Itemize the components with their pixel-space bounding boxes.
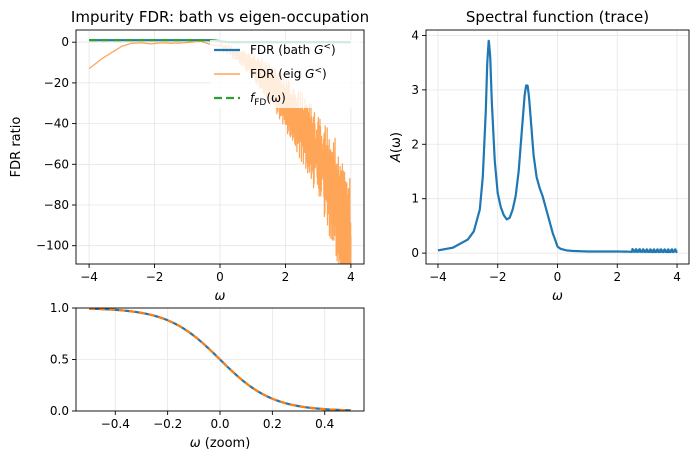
- legend: FDR (bath G<)FDR (eig G<)fFD(ω): [210, 40, 360, 108]
- x-tick-label: 0: [554, 270, 562, 284]
- legend-label-text: FDR (bath: [250, 43, 314, 57]
- legend-label-symbol: G: [305, 67, 314, 81]
- y-tick-label: 1.0: [50, 301, 69, 315]
- x-tick-label: −0.4: [101, 417, 130, 431]
- x-tick-label: −2: [489, 270, 507, 284]
- legend-label-text: FDR (eig: [250, 67, 305, 81]
- legend-label-symbol: G: [314, 43, 323, 57]
- legend-label-suffix: (ω): [266, 91, 285, 105]
- x-tick-label: −0.2: [153, 417, 182, 431]
- y-tick-label: −40: [44, 117, 69, 131]
- y-axis-label: FDR ratio: [9, 117, 24, 178]
- x-axis-label-text: (zoom): [201, 436, 251, 451]
- x-tick-label: 4: [673, 270, 681, 284]
- y-axis-label-symbol: A: [389, 153, 404, 163]
- legend-label-subscript: FD: [254, 98, 266, 108]
- y-tick-label: 0: [411, 246, 419, 260]
- zoom-panel: −0.4 −0.2 0.0 0.2 0.4 0.0 0.5 1.0 ω (zoom): [50, 301, 365, 451]
- legend-label-1: FDR (eig G<): [250, 66, 327, 81]
- x-tick-label: 0: [216, 270, 224, 284]
- x-axis-label-symbol: ω: [190, 436, 201, 451]
- y-tick-label: 4: [411, 28, 419, 42]
- y-tick-label: 0.5: [50, 353, 69, 367]
- legend-label-superscript: <: [314, 66, 322, 76]
- series-line-0: [437, 39, 678, 254]
- y-tick-label: 2: [411, 137, 419, 151]
- legend-label-suffix: ): [322, 67, 327, 81]
- legend-label-symbol: f: [250, 91, 256, 105]
- x-tick-label: 0.4: [315, 417, 334, 431]
- x-tick-label: 2: [282, 270, 290, 284]
- x-axis-label: ω (zoom): [190, 436, 251, 451]
- spectral-panel: −4 −2 0 2 4 0 1 2 3 4 Spectral function (trace) ω A(…: [389, 8, 690, 304]
- x-axis-label: ω: [552, 289, 563, 304]
- chart-title: Impurity FDR: bath vs eigen-occupation: [71, 8, 369, 26]
- x-tick-label: 4: [347, 270, 355, 284]
- y-tick-label: −20: [44, 76, 69, 90]
- x-tick-label: 2: [613, 270, 621, 284]
- x-tick-label: 0.2: [263, 417, 282, 431]
- legend-label-0: FDR (bath G<): [250, 42, 336, 57]
- y-axis-label: A(ω): [389, 132, 404, 163]
- x-tick-label: −2: [146, 270, 164, 284]
- x-tick-label: 0.0: [210, 417, 229, 431]
- legend-label-superscript: <: [323, 42, 331, 52]
- y-tick-label: 3: [411, 83, 419, 97]
- chart-title: Spectral function (trace): [466, 8, 649, 26]
- y-tick-label: −60: [44, 157, 69, 171]
- legend-label-suffix: ): [331, 43, 336, 57]
- y-tick-label: −80: [44, 198, 69, 212]
- x-tick-label: −4: [80, 270, 98, 284]
- y-tick-label: 0: [61, 35, 69, 49]
- y-tick-label: 0.0: [50, 404, 69, 418]
- x-axis-label: ω: [215, 289, 226, 304]
- y-tick-label: 1: [411, 192, 419, 206]
- series-group: [437, 39, 678, 254]
- series-group: [89, 308, 351, 411]
- y-tick-label: −100: [36, 239, 69, 253]
- x-tick-label: −4: [429, 270, 447, 284]
- legend-label-2: fFD(ω): [250, 91, 286, 108]
- y-axis-label-text: (ω): [389, 132, 404, 153]
- series-line-1: [89, 308, 351, 411]
